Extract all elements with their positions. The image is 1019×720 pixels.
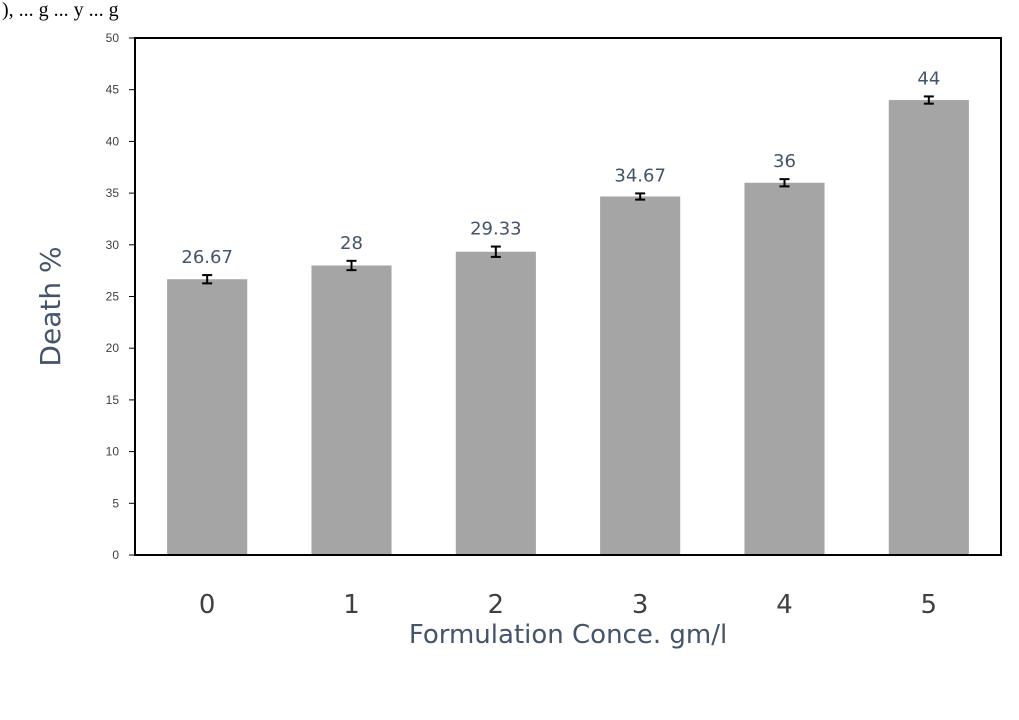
- x-tick-label: 0: [199, 590, 216, 620]
- y-tick-label: 45: [106, 83, 120, 97]
- data-label: 28: [340, 233, 363, 254]
- x-tick-label: 2: [488, 590, 505, 620]
- bar: [455, 251, 536, 556]
- data-label: 34.67: [614, 165, 666, 186]
- bar: [311, 265, 392, 555]
- data-label: 36: [773, 151, 796, 172]
- y-tick-label: 25: [106, 290, 120, 304]
- y-tick-label: 10: [106, 445, 120, 459]
- bar: [888, 100, 969, 555]
- y-axis-ticks: 0 5 10 15 20 25 30 35 40 45 50: [106, 31, 135, 562]
- data-label: 29.33: [470, 219, 522, 240]
- y-tick-label: 50: [106, 31, 120, 45]
- caption-fragment: ), ... g ... y ... g: [2, 0, 119, 21]
- x-tick-label: 4: [776, 590, 793, 620]
- x-tick-label: 1: [343, 590, 360, 620]
- x-tick-label: 5: [921, 590, 938, 620]
- y-tick-label: 40: [106, 134, 120, 148]
- bar: [167, 279, 248, 555]
- y-tick-label: 30: [106, 238, 120, 252]
- error-bars-group: [202, 95, 934, 285]
- x-axis-title: Formulation Conce. gm/l: [409, 620, 727, 650]
- y-tick-label: 20: [106, 341, 120, 355]
- bars-group: [167, 100, 969, 556]
- y-tick-label: 0: [112, 548, 119, 562]
- bar: [744, 182, 825, 555]
- y-tick-label: 15: [106, 393, 120, 407]
- x-axis-ticks: 0 1 2 3 4 5: [199, 590, 937, 620]
- y-tick-label: 5: [112, 496, 119, 510]
- data-labels-group: 26.67 28 29.33 34.67 36 44: [181, 68, 940, 268]
- bar: [600, 196, 681, 555]
- data-label: 26.67: [181, 247, 233, 268]
- y-axis-title: Death %: [34, 246, 67, 366]
- plot-frame: [134, 37, 1002, 556]
- y-tick-label: 35: [106, 186, 120, 200]
- x-tick-label: 3: [632, 590, 649, 620]
- data-label: 44: [917, 68, 940, 89]
